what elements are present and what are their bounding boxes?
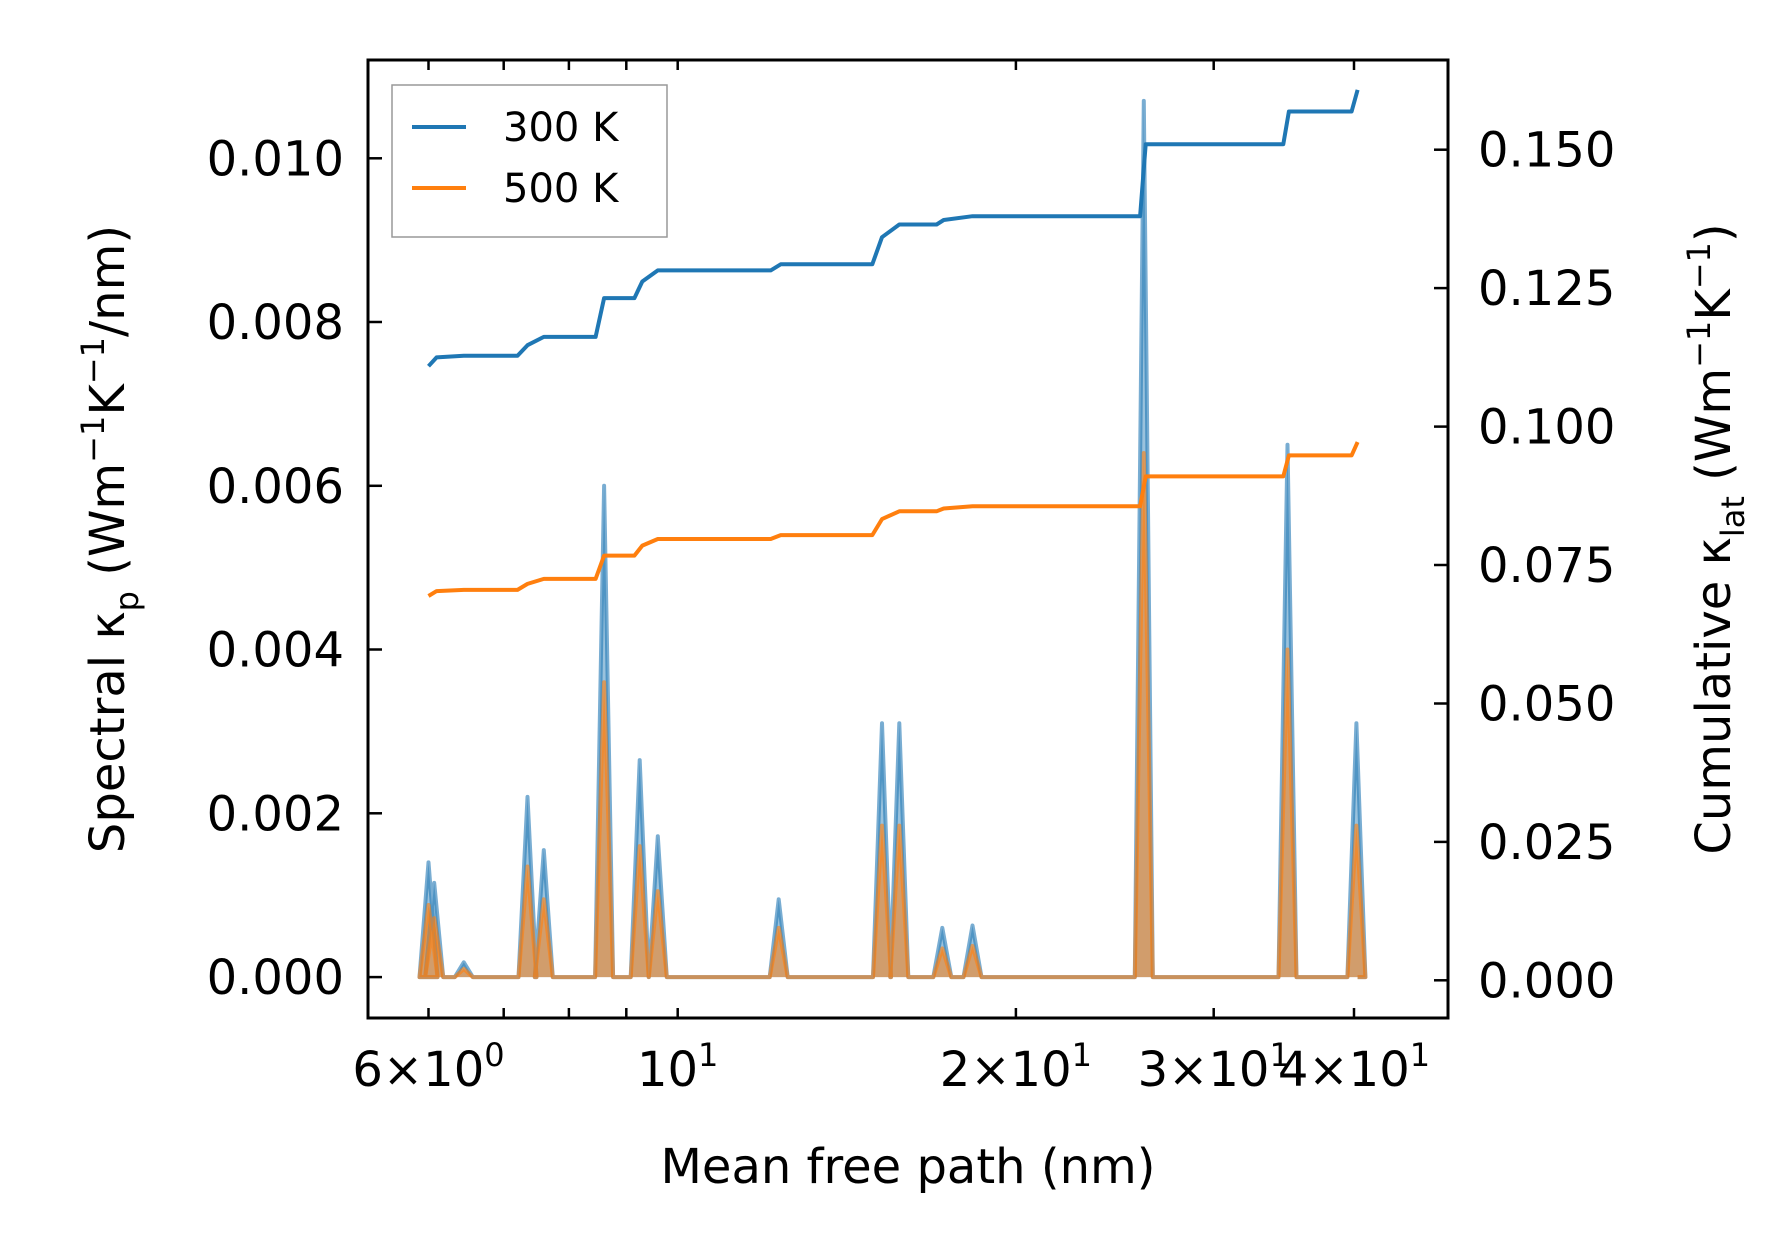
y-right-tick-label: 0.075 bbox=[1478, 538, 1615, 594]
x-tick-label: 4×101 bbox=[1278, 1036, 1430, 1098]
left-y-axis: 0.000 0.002 0.004 0.006 0.008 0.010 bbox=[207, 131, 382, 1006]
cumulative-line-500k bbox=[427, 441, 1360, 598]
spectral-peak-point bbox=[434, 882, 435, 883]
x-tick-label: 2×101 bbox=[940, 1036, 1092, 1098]
y-left-tick-label: 0.010 bbox=[207, 131, 344, 187]
spectral-peak-point bbox=[778, 899, 779, 900]
cumulative-layer bbox=[427, 89, 1360, 598]
spectral-peak-point bbox=[543, 850, 544, 851]
spectral-peak-point bbox=[657, 836, 658, 837]
spectral-peak-point bbox=[657, 891, 658, 892]
spectral-layer bbox=[417, 98, 1368, 980]
y-left-tick-label: 0.002 bbox=[207, 786, 344, 842]
y-right-tick-label: 0.025 bbox=[1478, 815, 1615, 871]
spectral-peak-point bbox=[639, 846, 640, 847]
cumulative-line-300k bbox=[427, 89, 1360, 368]
spectral-line bbox=[417, 451, 1368, 980]
spectral-peak-point bbox=[604, 485, 605, 486]
spectral-peak-point bbox=[942, 927, 943, 928]
spectral-peak-point bbox=[604, 682, 605, 683]
spectral-peak-point bbox=[543, 899, 544, 900]
y-left-tick-label: 0.000 bbox=[207, 950, 344, 1006]
spectral-peak-point bbox=[882, 825, 883, 826]
spectral-peak-point bbox=[1287, 444, 1288, 445]
spectral-peak-point bbox=[463, 962, 464, 963]
spectral-peak-point bbox=[942, 948, 943, 949]
y-left-tick-label: 0.004 bbox=[207, 623, 344, 679]
y-right-tick-label: 0.000 bbox=[1478, 953, 1615, 1009]
spectral-peak-point bbox=[463, 968, 464, 969]
spectral-peak-point bbox=[428, 862, 429, 863]
y-right-tick-label: 0.125 bbox=[1478, 261, 1615, 317]
y-left-tick-label: 0.008 bbox=[207, 295, 344, 351]
spectral-peak-point bbox=[1356, 723, 1357, 724]
spectral-peak-point bbox=[527, 866, 528, 867]
spectral-peak-point bbox=[1143, 100, 1144, 101]
spectral-peak-point bbox=[972, 945, 973, 946]
y-left-tick-label: 0.006 bbox=[207, 459, 344, 515]
y-right-tick-label: 0.150 bbox=[1478, 123, 1615, 179]
x-tick-label: 6×100 bbox=[352, 1036, 504, 1098]
plot-frame bbox=[366, 58, 1450, 1020]
spectral-peak-point bbox=[428, 905, 429, 906]
legend-label-500k: 500 K bbox=[503, 166, 620, 212]
spectral-peak-point bbox=[1356, 825, 1357, 826]
right-y-axis: 0.000 0.025 0.050 0.075 0.100 0.125 0.150 bbox=[1434, 123, 1615, 1009]
spectral-peak-point bbox=[434, 918, 435, 919]
spectral-peak-point bbox=[899, 723, 900, 724]
y-right-tick-label: 0.100 bbox=[1478, 400, 1615, 456]
spectral-peak-point bbox=[972, 925, 973, 926]
spectral-peak-point bbox=[778, 927, 779, 928]
spectral-peak-point bbox=[1143, 453, 1144, 454]
legend-frame bbox=[391, 84, 668, 238]
right-y-axis-label: Cumulative κlat (Wm−1K−1) bbox=[1680, 223, 1752, 854]
y-right-tick-label: 0.050 bbox=[1478, 677, 1615, 733]
spectral-series-500k bbox=[417, 451, 1368, 980]
left-y-axis-label: Spectral κp (Wm−1K−1/nm) bbox=[74, 225, 146, 853]
x-tick-label: 101 bbox=[637, 1036, 718, 1098]
x-tick-label: 3×101 bbox=[1138, 1036, 1290, 1098]
spectral-peak-point bbox=[527, 796, 528, 797]
spectral-peak-point bbox=[882, 723, 883, 724]
x-axis-label: Mean free path (nm) bbox=[661, 1139, 1156, 1195]
spectral-peak-point bbox=[639, 760, 640, 761]
spectral-peak-point bbox=[1287, 649, 1288, 650]
spectral-peak-point bbox=[899, 825, 900, 826]
legend-label-300k: 300 K bbox=[503, 105, 620, 151]
legend: 300 K 500 K bbox=[391, 84, 668, 238]
